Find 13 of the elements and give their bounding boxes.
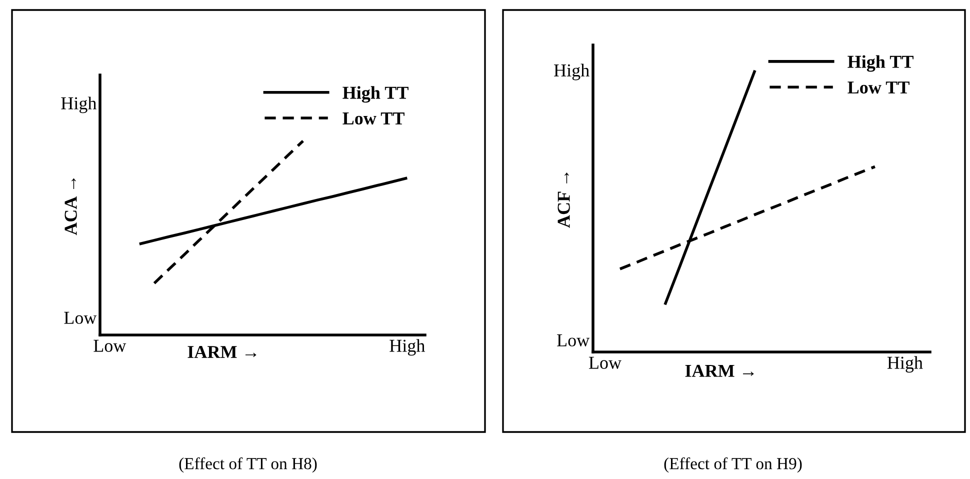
text: High xyxy=(554,64,590,80)
legend-label: Low TT xyxy=(342,112,404,125)
x-axis-title: IARM → xyxy=(685,364,754,377)
legend-label: High TT xyxy=(342,86,408,103)
text: (Effect of TT on H8) xyxy=(179,457,317,473)
legend-label: High TT xyxy=(848,55,914,72)
text: (Effect of TT on H9) xyxy=(664,457,802,473)
y-axis-title: ACA → xyxy=(64,178,77,236)
text: High xyxy=(61,96,97,114)
y-axis-title: ACF → xyxy=(558,172,570,228)
legend-label: Low TT xyxy=(848,82,910,94)
x-axis-title: IARM → xyxy=(188,346,256,358)
text: Low xyxy=(64,312,97,324)
